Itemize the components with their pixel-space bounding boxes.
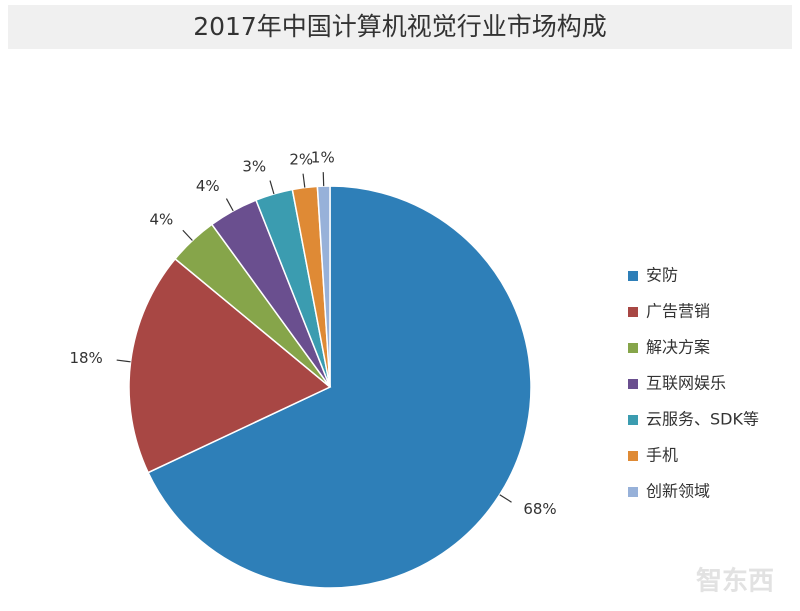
leader-line (116, 359, 131, 363)
pie-slice (147, 185, 532, 589)
data-label: 3% (242, 158, 266, 176)
legend-swatch (628, 343, 638, 353)
legend-label: 广告营销 (646, 302, 710, 321)
pie-slice (316, 185, 331, 388)
legend-swatch (628, 271, 638, 281)
data-label: 4% (196, 177, 220, 195)
legend-label: 安防 (646, 266, 678, 285)
data-label: 1% (311, 149, 335, 167)
legend-swatch (628, 487, 638, 497)
legend-label: 互联网娱乐 (646, 374, 726, 393)
title-bar (8, 5, 792, 49)
legend-label: 手机 (646, 446, 678, 465)
leader-line (499, 494, 512, 503)
chart-title: 2017年中国计算机视觉行业市场构成 (193, 12, 607, 41)
leader-line (269, 180, 275, 195)
leader-line (302, 173, 306, 188)
watermark: 智东西 (696, 566, 774, 597)
data-label: 4% (149, 211, 173, 229)
legend-swatch (628, 379, 638, 389)
leader-line (225, 198, 234, 212)
legend-label: 云服务、SDK等 (646, 410, 759, 429)
legend-label: 创新领域 (646, 482, 710, 501)
legend-swatch (628, 307, 638, 317)
legend-swatch (628, 451, 638, 461)
pie-slice (128, 257, 332, 474)
legend-swatch (628, 415, 638, 425)
data-label: 2% (289, 150, 313, 168)
legend-label: 解决方案 (646, 338, 710, 357)
data-label: 18% (69, 349, 102, 367)
data-label: 68% (523, 500, 556, 518)
leader-line (182, 229, 193, 241)
